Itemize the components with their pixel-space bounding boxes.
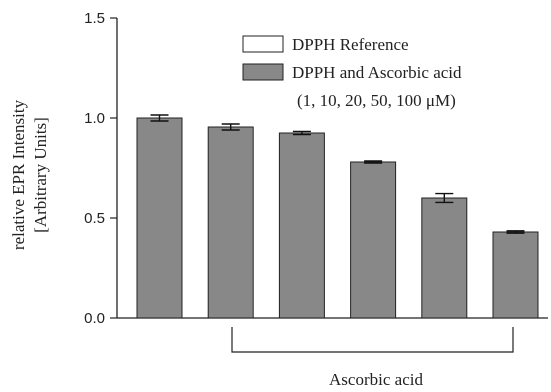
- legend-label-reference: DPPH Reference: [292, 35, 409, 54]
- y-axis-label-group: relative EPR Intensity [Arbitrary Units]: [9, 99, 50, 250]
- bar-1: [136, 117, 183, 319]
- bracket-label: Ascorbic acid: [329, 370, 423, 389]
- legend-concentrations: (1, 10, 20, 50, 100 μM): [297, 91, 456, 110]
- y-axis-label-units: [Arbitrary Units]: [31, 117, 50, 233]
- bar-6: [492, 231, 539, 319]
- y-ticks: 0.0 0.5 1.0 1.5: [84, 10, 117, 327]
- ascorbic-bracket: Ascorbic acid: [231, 327, 514, 389]
- y-tick-label: 1.5: [84, 10, 105, 27]
- bracket-line: [231, 327, 514, 353]
- bar-3: [278, 132, 325, 319]
- legend-label-ascorbic: DPPH and Ascorbic acid: [292, 63, 462, 82]
- legend-swatch-reference: [242, 35, 284, 53]
- y-axis-label: relative EPR Intensity: [9, 99, 28, 250]
- bar-4: [350, 161, 397, 319]
- legend: DPPH Reference DPPH and Ascorbic acid (1…: [242, 35, 462, 110]
- bars: [136, 117, 539, 319]
- bar-5: [421, 197, 468, 319]
- legend-swatch-ascorbic: [242, 63, 284, 81]
- y-tick-label: 1.0: [84, 110, 105, 127]
- y-tick-label: 0.5: [84, 210, 105, 227]
- bar-2: [207, 126, 254, 319]
- y-tick-label: 0.0: [84, 310, 105, 327]
- error-bars: [150, 114, 525, 234]
